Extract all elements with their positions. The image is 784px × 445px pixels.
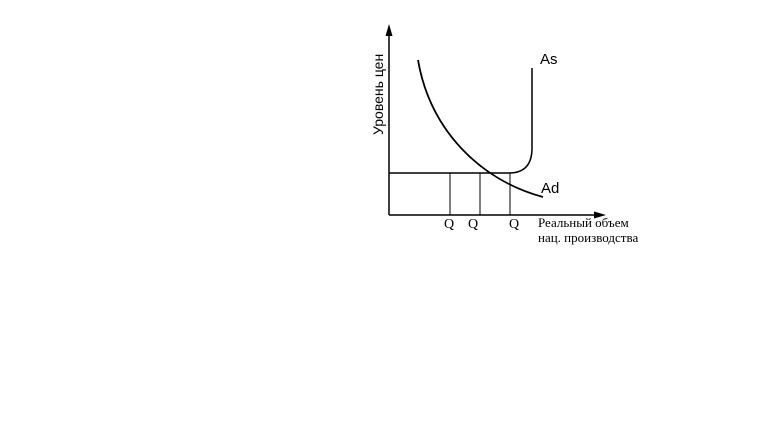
as-curve: [389, 68, 533, 174]
ad-curve-label: Ad: [541, 180, 559, 197]
ad-curve: [417, 59, 544, 198]
as-curve-label: As: [540, 51, 558, 68]
x-axis-arrow: [594, 211, 606, 219]
q3-label: Q: [509, 217, 519, 232]
q1-label: Q: [444, 217, 454, 232]
x-axis-label-line1: Реальный объем: [538, 215, 629, 230]
y-axis-label: Уровень цен: [370, 54, 386, 135]
q2-label: Q: [468, 217, 478, 232]
x-axis-label-line2: нац. производства: [538, 230, 638, 245]
y-axis-arrow: [385, 24, 393, 36]
